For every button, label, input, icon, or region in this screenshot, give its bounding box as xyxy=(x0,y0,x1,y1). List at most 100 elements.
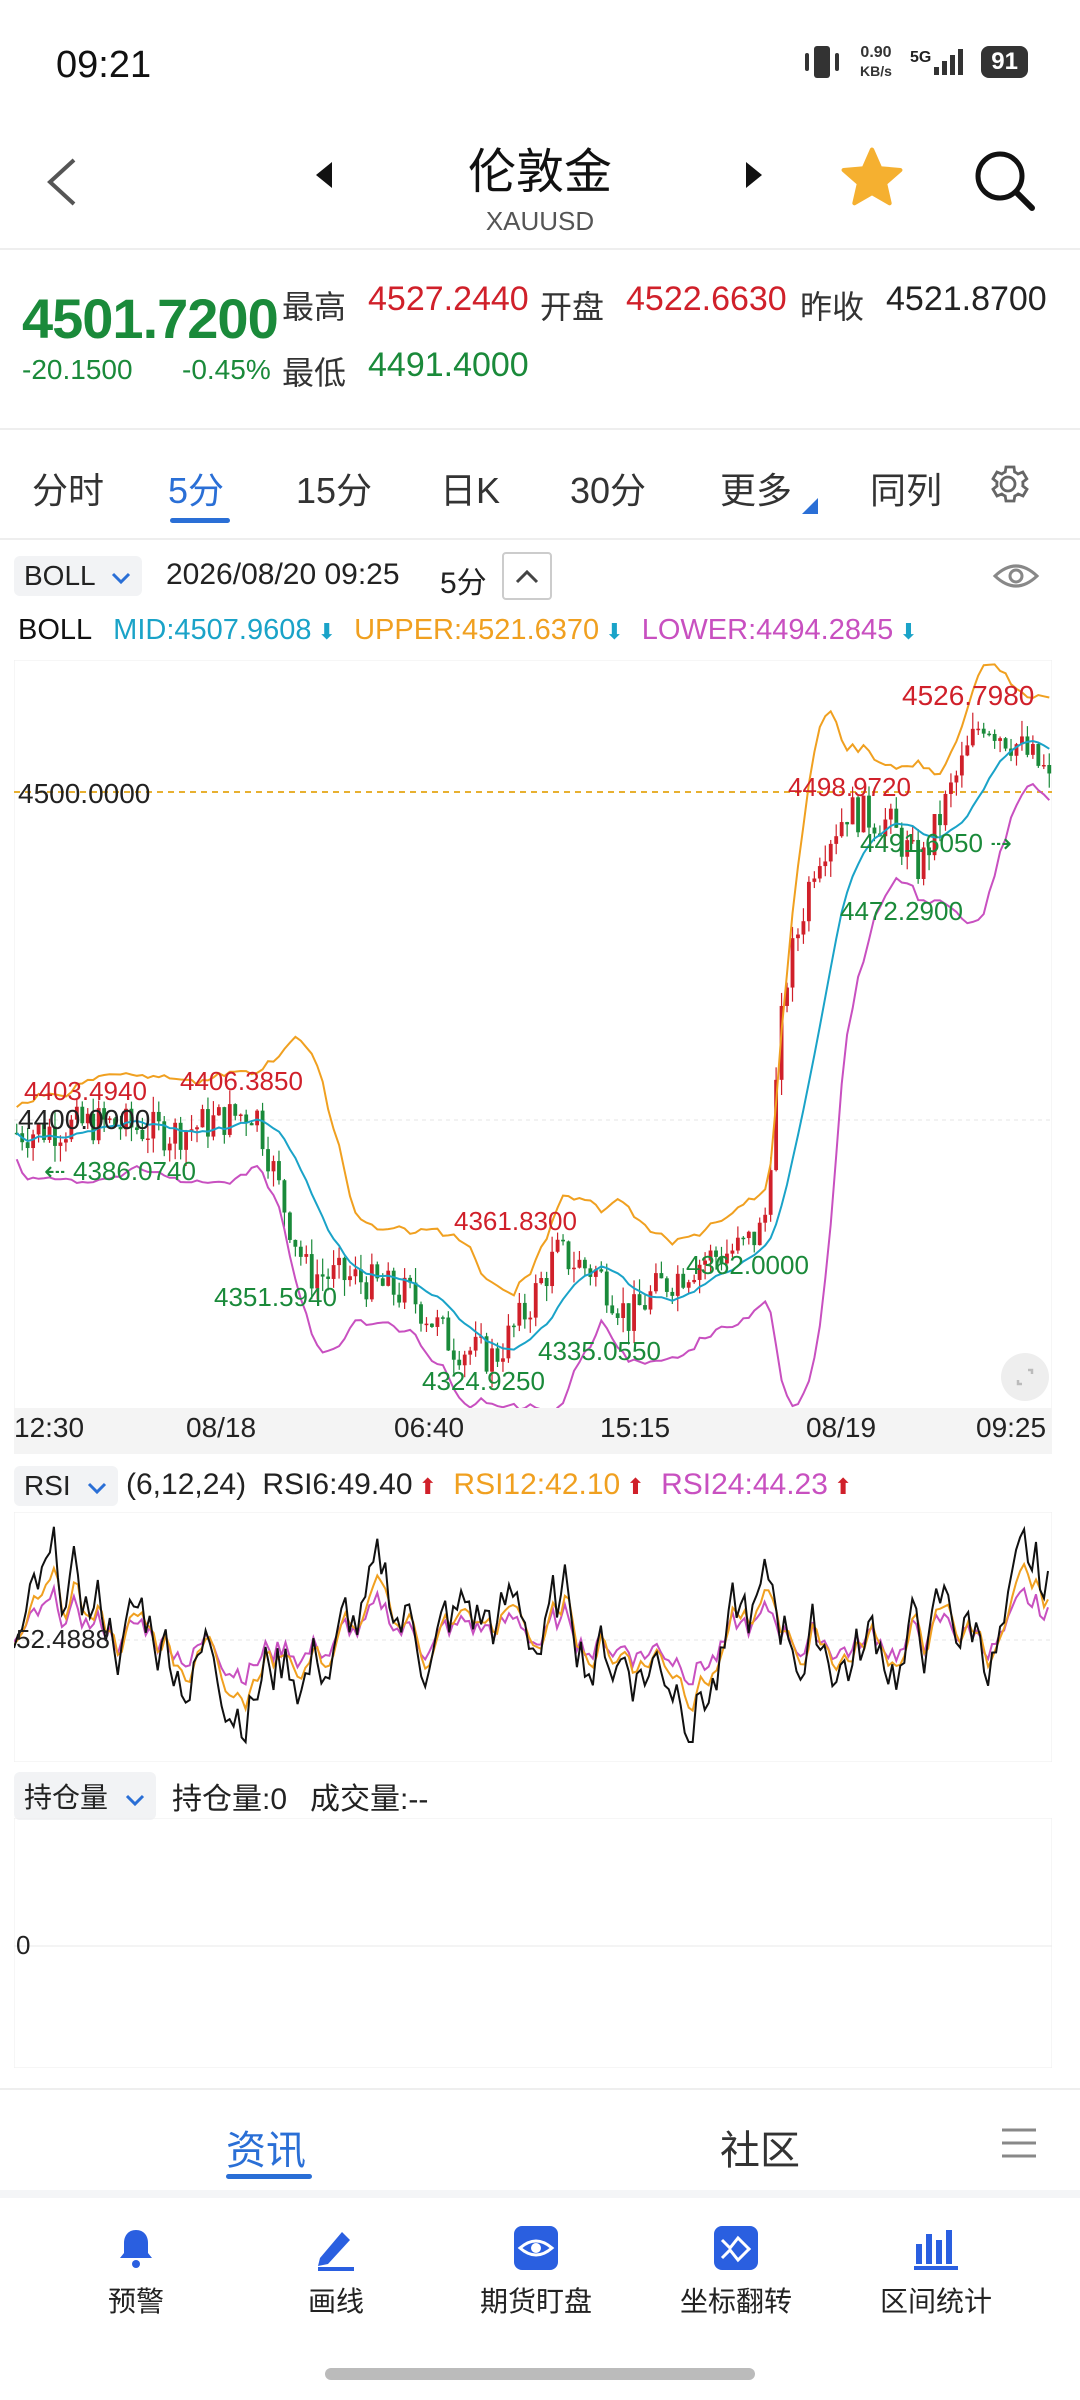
prev-instrument-icon[interactable] xyxy=(312,160,336,190)
instrument-symbol: XAUUSD xyxy=(485,206,595,236)
nav-alert[interactable]: 预警 xyxy=(36,2224,236,2320)
high-label: 最高 xyxy=(282,289,347,325)
battery-icon: 91 xyxy=(981,46,1028,78)
rsi-select[interactable]: RSI xyxy=(14,1466,119,1506)
candle xyxy=(664,1278,669,1292)
candle xyxy=(277,1161,281,1181)
candle xyxy=(506,1325,511,1359)
candle xyxy=(1047,764,1052,774)
last-price: 4501.7200 xyxy=(22,287,279,350)
candle xyxy=(1041,764,1046,767)
boll-upper-line xyxy=(16,663,1050,1297)
candle xyxy=(998,738,1003,741)
open-value: 4522.6630 xyxy=(626,280,787,318)
next-instrument-icon[interactable] xyxy=(742,160,766,190)
flip-icon xyxy=(714,2226,758,2270)
tab-compare[interactable]: 同列 xyxy=(870,470,943,511)
label-4400: 4400.0000 xyxy=(18,1104,151,1135)
rsi12-value: RSI12:42.10 xyxy=(453,1468,621,1501)
candle xyxy=(861,795,866,833)
indicator-toolbar: BOLL 2026/08/20 09:25 5分 xyxy=(0,552,1080,602)
tab-news[interactable]: 资讯 xyxy=(226,2129,306,2173)
candle xyxy=(757,1222,762,1246)
candle xyxy=(954,775,959,783)
candle xyxy=(735,1237,740,1251)
oi-svg xyxy=(13,1817,1053,2069)
tab-more[interactable]: 更多 xyxy=(720,462,819,514)
candle xyxy=(113,1118,117,1128)
tab-15min[interactable]: 15分 xyxy=(296,470,373,511)
candle xyxy=(91,1113,96,1141)
boll-values: BOLL MID:4507.9608 ⬇ UPPER:4521.6370 ⬇ L… xyxy=(18,614,918,646)
candle xyxy=(244,1114,249,1124)
boll-name: BOLL xyxy=(18,614,92,646)
favorite-star-icon[interactable] xyxy=(838,144,906,212)
candle xyxy=(1014,744,1019,756)
menu-icon[interactable] xyxy=(1000,2126,1038,2160)
tab-daily[interactable]: 日K xyxy=(440,470,501,511)
tab-30min[interactable]: 30分 xyxy=(570,470,647,511)
oi-zero-label: 0 xyxy=(16,1930,31,1960)
candle xyxy=(752,1231,757,1246)
candle xyxy=(533,1283,538,1318)
candle xyxy=(173,1122,178,1144)
candle xyxy=(293,1239,298,1247)
candle xyxy=(162,1121,167,1151)
tab-timeshare[interactable]: 分时 xyxy=(32,470,105,511)
rsi24-value: RSI24:44.23 xyxy=(661,1468,828,1501)
candle xyxy=(69,1119,74,1140)
candle xyxy=(151,1111,156,1139)
nav-watch-label: 期货盯盘 xyxy=(479,2286,592,2317)
oi-chart[interactable]: 0 xyxy=(13,1817,1053,2069)
main-indicator-select[interactable]: BOLL xyxy=(14,556,143,596)
candle xyxy=(364,1282,369,1300)
candle xyxy=(692,1279,697,1283)
candle xyxy=(440,1317,445,1319)
collapse-button[interactable] xyxy=(502,552,552,600)
fullscreen-icon[interactable] xyxy=(1000,1352,1050,1402)
candle xyxy=(774,1079,779,1171)
candle xyxy=(58,1142,63,1146)
candle xyxy=(872,827,877,834)
label-i: 4498.9720 xyxy=(788,772,911,802)
nav-watch[interactable]: 期货盯盘 xyxy=(436,2224,636,2320)
gear-icon[interactable] xyxy=(984,460,1032,508)
candle xyxy=(981,728,986,734)
candle xyxy=(883,819,888,837)
tab-5min[interactable]: 5分 xyxy=(168,470,225,511)
candle xyxy=(304,1254,309,1257)
oi-select[interactable]: 持仓量 xyxy=(14,1772,156,1820)
label-f: 4324.9250 xyxy=(422,1366,545,1396)
candle xyxy=(124,1108,128,1130)
nav-flip[interactable]: 坐标翻转 xyxy=(636,2224,836,2320)
candle xyxy=(686,1282,691,1288)
rsi-chart[interactable]: 52.4888 xyxy=(13,1511,1053,1763)
volume-value: 成交量:-- xyxy=(310,1783,429,1816)
visibility-eye-icon[interactable] xyxy=(992,556,1040,596)
nav-stats[interactable]: 区间统计 xyxy=(836,2224,1036,2320)
low-value: 4491.4000 xyxy=(368,346,529,384)
label-ref-price: 4500.0000 xyxy=(18,778,151,809)
candle xyxy=(413,1282,418,1305)
candle xyxy=(451,1350,456,1360)
candle xyxy=(938,814,942,826)
oi-value: 持仓量:0 xyxy=(172,1783,288,1816)
prev-close-label: 昨收 xyxy=(800,289,865,325)
high-value: 4527.2440 xyxy=(368,280,529,318)
candlestick-chart[interactable]: 4526.7980 4500.0000 4400.0000 4403.4940 … xyxy=(13,659,1074,1416)
candle xyxy=(490,1348,494,1372)
candle xyxy=(828,843,833,862)
candle xyxy=(446,1317,451,1351)
candle xyxy=(1036,744,1041,766)
search-icon[interactable] xyxy=(970,146,1038,214)
pen-icon xyxy=(318,2232,354,2271)
candle xyxy=(659,1273,664,1279)
back-icon[interactable] xyxy=(40,150,84,214)
candle xyxy=(238,1114,243,1117)
candle xyxy=(298,1246,303,1257)
tab-community[interactable]: 社区 xyxy=(720,2129,800,2173)
candle xyxy=(555,1239,560,1252)
instrument-title: 伦敦金 XAUUSD xyxy=(390,132,690,237)
nav-draw[interactable]: 画线 xyxy=(236,2224,436,2320)
candle xyxy=(823,861,828,867)
